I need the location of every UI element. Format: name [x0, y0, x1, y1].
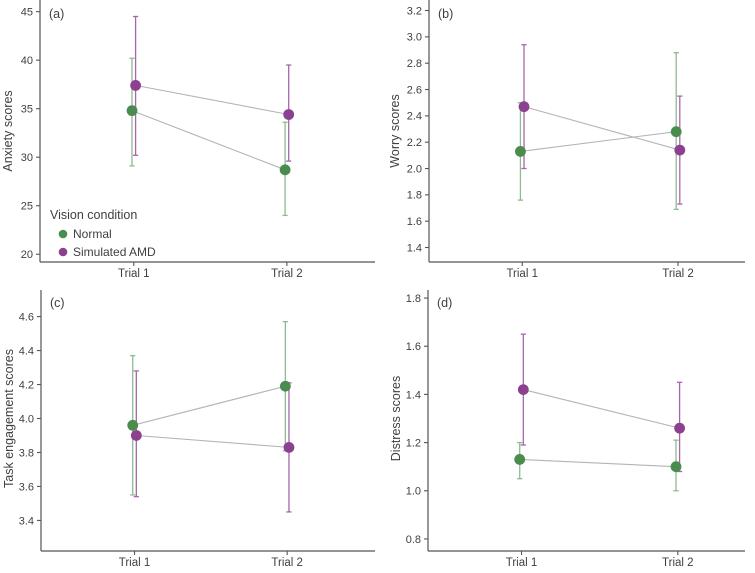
y-tick-label: 2.0 — [407, 163, 422, 175]
trend-connector-line — [523, 106, 680, 151]
data-point-simulated-amd — [517, 384, 529, 395]
data-point-normal — [127, 419, 139, 431]
y-axis-title: Task engagement scores — [2, 349, 16, 488]
y-tick-label: 2.8 — [407, 58, 422, 70]
x-category-label: Trial 1 — [119, 557, 151, 569]
x-category-label: Trial 1 — [506, 268, 538, 280]
panel-letter: (c) — [50, 296, 65, 310]
y-tick-label: 1.2 — [406, 437, 421, 449]
y-tick-label: 3.4 — [19, 515, 34, 527]
x-category-label: Trial 2 — [271, 557, 303, 569]
data-point-simulated-amd — [130, 79, 142, 91]
panel-letter: (b) — [438, 7, 453, 21]
x-category-label: Trial 2 — [662, 268, 694, 280]
y-tick-label: 1.8 — [407, 190, 422, 202]
y-tick-label: 2.2 — [407, 137, 422, 149]
y-tick-label: 4.0 — [19, 413, 34, 425]
y-tick-label: 25 — [21, 201, 33, 213]
x-category-label: Trial 1 — [506, 557, 538, 569]
data-point-simulated-amd — [283, 109, 295, 120]
data-point-simulated-amd — [674, 422, 685, 434]
y-axis-title: Worry scores — [388, 94, 402, 167]
y-tick-label: 3.8 — [19, 447, 34, 459]
data-point-normal — [514, 454, 526, 465]
y-tick-label: 1.4 — [407, 242, 422, 254]
y-tick-label: 1.0 — [406, 486, 421, 498]
panel-c-task-engagement-scores-chart: 3.4 3.6 3.8 4.0 4.2 4.4 4.6 Trial 1 Trial 2 Task … — [2, 290, 375, 569]
x-category-label: Trial 1 — [118, 268, 150, 280]
y-tick-label: 35 — [21, 104, 33, 116]
data-point-normal — [670, 461, 682, 473]
panel-d-distress-scores-chart: 0.8 1.0 1.2 1.4 1.6 1.8 Trial 1 Trial 2 Distress… — [389, 290, 745, 569]
legend-swatch-normal — [58, 229, 68, 239]
y-tick-label: 2.4 — [407, 111, 422, 123]
y-tick-label: 4.2 — [19, 379, 34, 391]
y-tick-label: 0.8 — [406, 534, 421, 546]
data-point-normal — [515, 146, 526, 157]
y-axis-title: Distress scores — [389, 376, 403, 461]
y-tick-label: 1.4 — [406, 389, 421, 401]
trend-connector-line — [131, 110, 286, 171]
y-tick-label: 1.6 — [406, 341, 421, 353]
trend-connector-line — [519, 458, 677, 468]
data-point-normal — [126, 105, 138, 117]
panel-letter: (a) — [49, 7, 64, 21]
y-tick-label: 3.2 — [407, 5, 422, 17]
y-tick-label: 4.6 — [19, 311, 34, 323]
y-tick-label: 3.6 — [19, 481, 34, 493]
data-point-simulated-amd — [130, 430, 142, 441]
y-tick-label: 3.0 — [407, 32, 422, 44]
data-point-normal — [670, 126, 682, 138]
panel-letter: (d) — [437, 296, 452, 310]
trend-connector-line — [523, 389, 680, 429]
legend-title: Vision condition — [50, 208, 137, 222]
y-tick-label: 1.8 — [406, 293, 421, 305]
legend-item-label: Normal — [73, 227, 112, 241]
legend-swatch-simulated-amd — [58, 247, 68, 257]
y-tick-label: 2.6 — [407, 84, 422, 96]
y-tick-label: 4.4 — [19, 345, 34, 357]
y-tick-label: 30 — [21, 152, 33, 164]
y-axis-title: Anxiety scores — [1, 90, 15, 171]
y-tick-label: 45 — [21, 6, 33, 18]
trend-connector-line — [132, 385, 286, 426]
y-tick-label: 1.6 — [407, 216, 422, 228]
data-point-normal — [279, 164, 291, 176]
data-point-simulated-amd — [518, 101, 530, 113]
trend-connector-line — [136, 434, 290, 448]
y-tick-label: 40 — [21, 55, 33, 67]
panel-b-worry-scores-chart: 1.4 1.6 1.8 2.0 2.2 2.4 2.6 2.8 3.0 3.2 Trial 1 Tri… — [388, 0, 745, 280]
data-point-normal — [279, 380, 291, 392]
y-tick-label: 20 — [21, 249, 33, 261]
x-category-label: Trial 2 — [271, 268, 303, 280]
legend-item-label: Simulated AMD — [73, 245, 156, 259]
data-point-simulated-amd — [283, 441, 295, 453]
data-point-simulated-amd — [674, 144, 686, 156]
panel-a-anxiety-scores-chart: 20 25 30 35 40 45 Trial 1 Trial 2 Anxiety scores… — [1, 0, 375, 280]
trend-connector-line — [520, 131, 677, 152]
trend-connector-line — [135, 84, 289, 116]
x-category-label: Trial 2 — [662, 557, 694, 569]
